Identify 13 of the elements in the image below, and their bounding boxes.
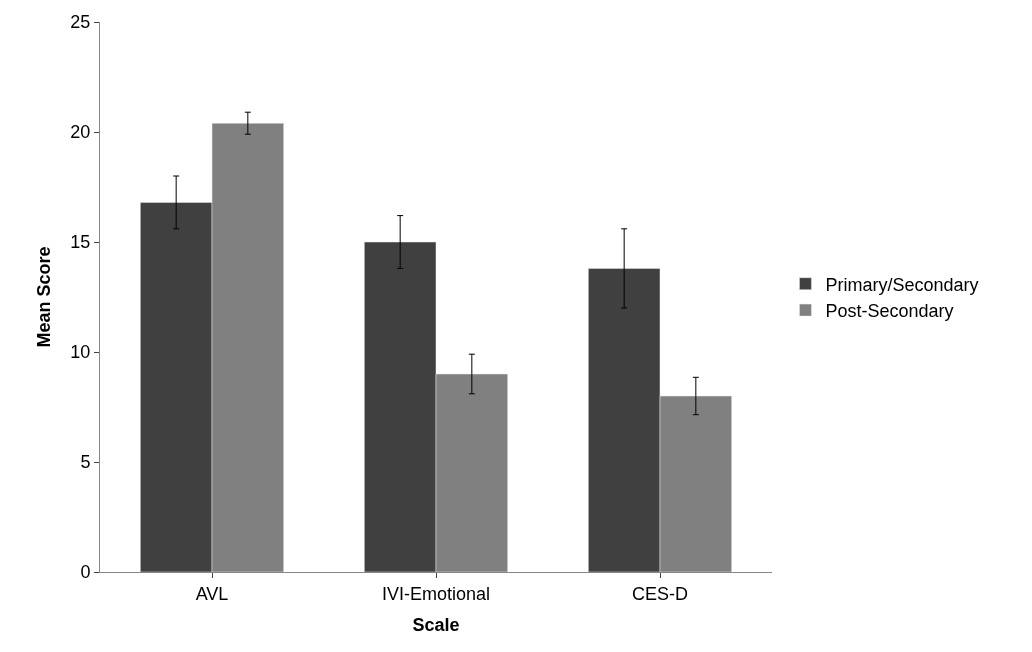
y-tick-label: 25: [70, 12, 91, 33]
legend-label: Post-Secondary: [825, 301, 954, 322]
x-axis-title: Scale: [412, 614, 460, 635]
legend-label: Primary/Secondary: [825, 274, 979, 295]
y-tick-label: 5: [80, 452, 91, 473]
y-tick-label: 0: [80, 562, 91, 583]
x-tick-label: AVL: [195, 583, 229, 604]
y-tick-label: 10: [70, 342, 91, 363]
y-tick-label: 20: [70, 122, 91, 143]
x-tick-label: CES-D: [631, 583, 689, 604]
y-axis-title: Mean Score: [33, 246, 54, 348]
x-tick-label: IVI-Emotional: [381, 583, 491, 604]
y-tick-label: 15: [70, 232, 91, 253]
